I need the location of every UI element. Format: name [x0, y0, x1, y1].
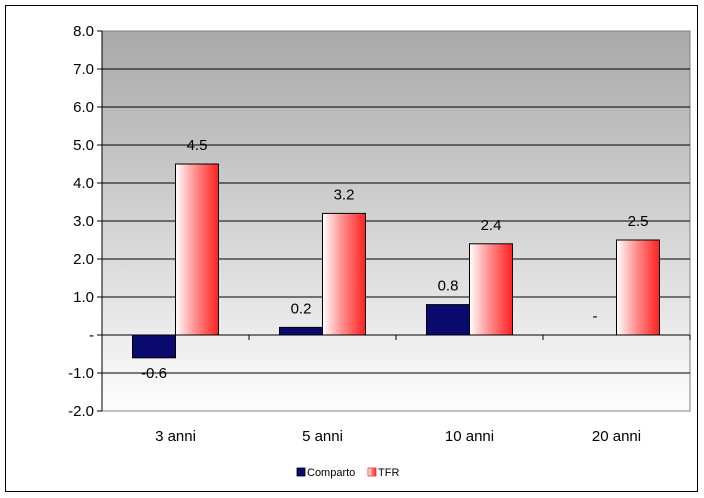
- legend-label: Comparto: [307, 467, 355, 479]
- y-tick-label: 3.0: [73, 213, 94, 230]
- y-tick-label: 1.0: [73, 289, 94, 306]
- y-tick-label: 8.0: [73, 23, 94, 40]
- y-tick-label: -2.0: [68, 403, 94, 420]
- x-tick-label: 20 anni: [592, 428, 641, 445]
- legend-swatch-tfr: [367, 467, 377, 477]
- data-label: 2.5: [628, 213, 649, 230]
- data-label: 2.4: [481, 217, 502, 234]
- legend-label: TFR: [378, 467, 399, 479]
- y-tick-label: 5.0: [73, 137, 94, 154]
- y-tick-label: 2.0: [73, 251, 94, 268]
- x-tick-label: 5 anni: [302, 428, 343, 445]
- y-tick-label: -: [89, 327, 94, 344]
- x-tick-label: 3 anni: [155, 428, 196, 445]
- x-tick-label: 10 anni: [445, 428, 494, 445]
- comparto-bar: [132, 334, 176, 359]
- comparto-bar: [426, 304, 470, 336]
- comparto-bar: [279, 326, 323, 336]
- y-tick-label: -1.0: [68, 365, 94, 382]
- legend-swatch-comparto: [296, 467, 306, 477]
- data-label: -0.6: [141, 365, 167, 382]
- tfr-bar: [469, 243, 513, 336]
- data-label: 4.5: [187, 137, 208, 154]
- y-tick-label: 6.0: [73, 99, 94, 116]
- tfr-bar: [616, 239, 660, 336]
- data-label: -: [593, 308, 598, 325]
- data-label: 0.2: [291, 300, 312, 317]
- data-label: 0.8: [438, 278, 459, 295]
- tfr-bar: [175, 163, 219, 336]
- y-tick-label: 4.0: [73, 175, 94, 192]
- data-label: 3.2: [334, 186, 355, 203]
- y-tick-label: 7.0: [73, 61, 94, 78]
- tfr-bar: [322, 212, 366, 336]
